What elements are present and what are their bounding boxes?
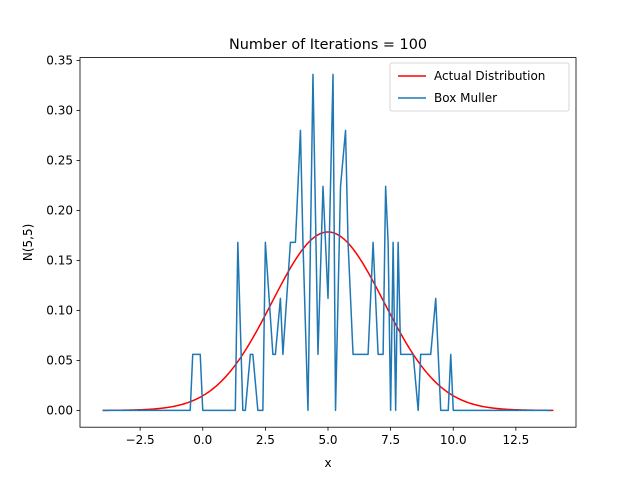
y-tick-label: 0.00 — [46, 404, 73, 418]
y-tick-label: 0.15 — [46, 254, 73, 268]
y-axis-label: N(5,5) — [21, 224, 35, 261]
legend-label-box-muller: Box Muller — [434, 91, 497, 105]
legend-box — [389, 62, 570, 112]
y-tick-label: 0.35 — [46, 54, 73, 68]
legend: Actual Distribution Box Muller — [389, 62, 570, 112]
x-tick-label: 12.5 — [503, 433, 530, 447]
plot-area — [102, 73, 554, 412]
x-tick-label: 0.0 — [193, 433, 212, 447]
y-tick-label: 0.25 — [46, 154, 73, 168]
x-tick-label: 2.5 — [256, 433, 275, 447]
y-tick-label: 0.10 — [46, 304, 73, 318]
x-tick-label: −2.5 — [126, 433, 155, 447]
series-box-muller-line — [102, 73, 551, 412]
x-axis-label: x — [324, 456, 331, 470]
x-tick-label: 10.0 — [440, 433, 467, 447]
chart-title: Number of Iterations = 100 — [229, 37, 427, 53]
legend-label-actual: Actual Distribution — [434, 69, 545, 83]
series-actual-distribution-line — [102, 231, 554, 412]
axis-ticks: −2.5 0.0 2.5 5.0 7.5 10.0 12.5 0.00 0.05 0.10 0.15… — [46, 54, 529, 448]
y-tick-label: 0.30 — [46, 104, 73, 118]
x-tick-label: 5.0 — [318, 433, 337, 447]
x-tick-label: 7.5 — [381, 433, 400, 447]
y-tick-label: 0.20 — [46, 204, 73, 218]
y-tick-label: 0.05 — [46, 354, 73, 368]
